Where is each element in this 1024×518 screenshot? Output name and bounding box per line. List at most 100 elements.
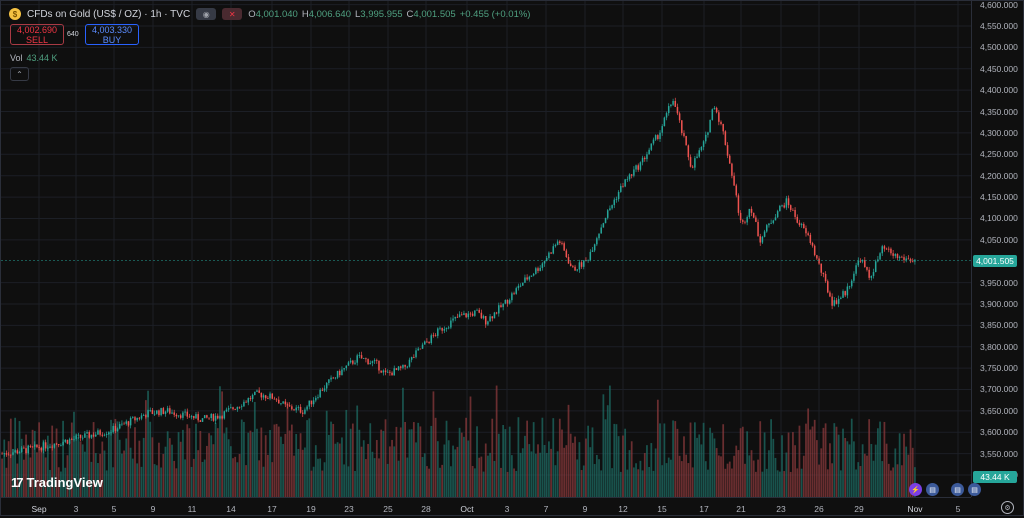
candle-body [785, 198, 788, 208]
candle-body [637, 165, 639, 170]
volume-bar [243, 421, 245, 497]
candle-body [291, 406, 293, 410]
candle-body [310, 400, 313, 405]
candle-body [203, 415, 206, 419]
candle-body [474, 310, 476, 316]
candle-body [526, 277, 528, 280]
candle-body [123, 423, 125, 425]
volume-bar [140, 466, 143, 497]
volume-bar [752, 460, 755, 497]
symbol-title[interactable]: CFDs on Gold (US$ / OZ) · 1h · TVC [27, 8, 191, 20]
us-flag-icon[interactable]: ▤ [968, 483, 981, 496]
candle-body [406, 366, 409, 368]
volume-bar [639, 460, 642, 497]
candle-body [14, 450, 16, 453]
candle-body [484, 316, 487, 325]
price-tick: 4,150.000 [980, 192, 1018, 203]
volume-bar [755, 471, 757, 497]
volume-bar [410, 429, 413, 497]
candle-body [312, 400, 315, 405]
time-tick: 3 [504, 504, 510, 514]
us-flag-icon[interactable]: ▤ [926, 483, 939, 496]
candle-body [299, 406, 302, 413]
volume-bar [103, 450, 106, 497]
candle-body [537, 268, 539, 271]
volume-bar [251, 432, 254, 497]
volume-bar [112, 467, 115, 497]
volume-bar [903, 433, 905, 497]
candle-body [99, 430, 101, 435]
candle-body [617, 191, 620, 200]
volume-bar [367, 443, 369, 497]
volume-bar [465, 417, 467, 497]
candle-body [504, 299, 507, 304]
volume-bar [158, 442, 160, 497]
price-axis[interactable]: 4,650.0004,600.0004,550.0004,500.0004,45… [971, 0, 1024, 497]
price-tick: 4,450.000 [980, 63, 1018, 74]
candle-body [541, 263, 544, 268]
us-flag-icon[interactable]: ▤ [951, 483, 964, 496]
sell-label: SELL [25, 34, 49, 45]
candle-body [156, 410, 158, 414]
volume-bar [84, 451, 86, 497]
candle-body [419, 348, 422, 350]
price-tick: 3,550.000 [980, 448, 1018, 459]
remove-icon[interactable]: ✕ [222, 8, 243, 20]
candle-body [151, 410, 154, 414]
volume-bar [768, 450, 770, 497]
volume-bar [602, 394, 605, 497]
buy-button[interactable]: 4,003.330 BUY [85, 24, 139, 45]
candle-body [476, 309, 478, 311]
volume-bar [166, 431, 169, 497]
candle-body [426, 341, 428, 343]
settings-icon[interactable]: ⚙ [1001, 501, 1014, 514]
candle-body [12, 452, 14, 455]
candle-body [160, 408, 162, 416]
price-tick: 4,250.000 [980, 149, 1018, 160]
buy-label: BUY [102, 34, 122, 45]
volume-bar [829, 443, 831, 497]
candle-body [177, 415, 180, 417]
candle-body [713, 107, 716, 110]
candle-body [282, 401, 284, 404]
volume-bar [480, 456, 483, 497]
volume-bar [524, 435, 526, 497]
candle-body [153, 413, 156, 415]
collapse-legend-icon[interactable]: ⌃ [10, 67, 29, 81]
candle-body [49, 446, 51, 448]
candle-body [896, 254, 899, 258]
candle-body [382, 370, 385, 373]
volume-bar [724, 468, 727, 497]
candle-body [576, 269, 578, 271]
candle-body [798, 222, 801, 226]
volume-bar [258, 460, 261, 497]
candle-body [5, 453, 8, 455]
candle-body [683, 133, 685, 137]
candle-body [306, 406, 308, 410]
tradingview-logo[interactable]: 17 TradingView [11, 475, 103, 490]
volume-bar [402, 387, 404, 497]
candle-body [367, 359, 369, 365]
time-axis[interactable]: Sep 3 5 9 11 14 17 19 23 25 28 Oct 3 7 9 12 15 17 21 23 26 29… [1, 497, 971, 518]
price-chart[interactable] [1, 1, 971, 497]
candle-body [42, 442, 45, 451]
candle-body [746, 217, 748, 223]
volume-bar [700, 444, 703, 497]
candle-body [779, 205, 781, 212]
candle-body [574, 266, 576, 271]
volume-bar [866, 455, 868, 497]
price-tick: 4,050.000 [980, 234, 1018, 245]
eye-icon[interactable]: ◉ [196, 8, 217, 20]
lightning-icon[interactable]: ⚡ [909, 483, 922, 496]
volume-bar [680, 461, 683, 497]
candle-body [179, 415, 182, 418]
volume-bar [508, 426, 511, 497]
volume-bar [168, 438, 171, 497]
volume-bar [619, 471, 622, 497]
volume-bar [687, 463, 690, 497]
candle-body [850, 280, 853, 287]
volume-bar [667, 457, 670, 497]
sell-button[interactable]: 4,002.690 SELL [10, 24, 64, 45]
candle-body [644, 157, 646, 160]
